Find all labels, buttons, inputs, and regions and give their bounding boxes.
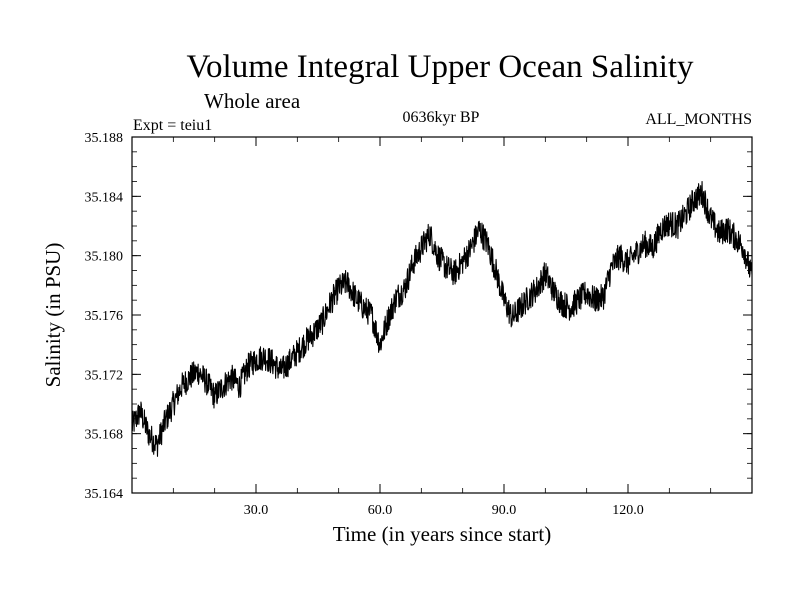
y-tick-label: 35.164 [85,487,124,502]
y-tick-label: 35.188 [85,131,124,146]
series-layer [131,180,753,457]
y-tick-label: 35.176 [85,309,124,324]
y-tick-label: 35.172 [85,368,124,383]
y-tick-label: 35.184 [85,190,124,205]
x-tick-label: 120.0 [612,503,644,518]
chart-subtitle: Whole area [204,89,301,113]
y-tick-label: 35.168 [85,428,124,443]
period-label: 0636kyr BP [403,109,480,126]
x-tick-label: 90.0 [492,503,517,518]
series-line-salinity [131,180,753,457]
y-axis: 35.164 35.168 35.172 35.176 35.180 35.184 35.1… [85,131,752,502]
y-axis-label: Salinity (in PSU) [41,243,65,388]
plot-frame [131,136,753,494]
y-tick-label: 35.180 [85,250,124,265]
experiment-label: Expt = teiu1 [133,117,212,134]
x-tick-label: 30.0 [244,503,269,518]
x-tick-label: 60.0 [368,503,393,518]
x-axis: 30.0 60.0 90.0 120.0 [172,137,712,518]
x-axis-label: Time (in years since start) [333,522,552,546]
months-label: ALL_MONTHS [645,111,752,128]
chart-title: Volume Integral Upper Ocean Salinity [186,49,694,85]
